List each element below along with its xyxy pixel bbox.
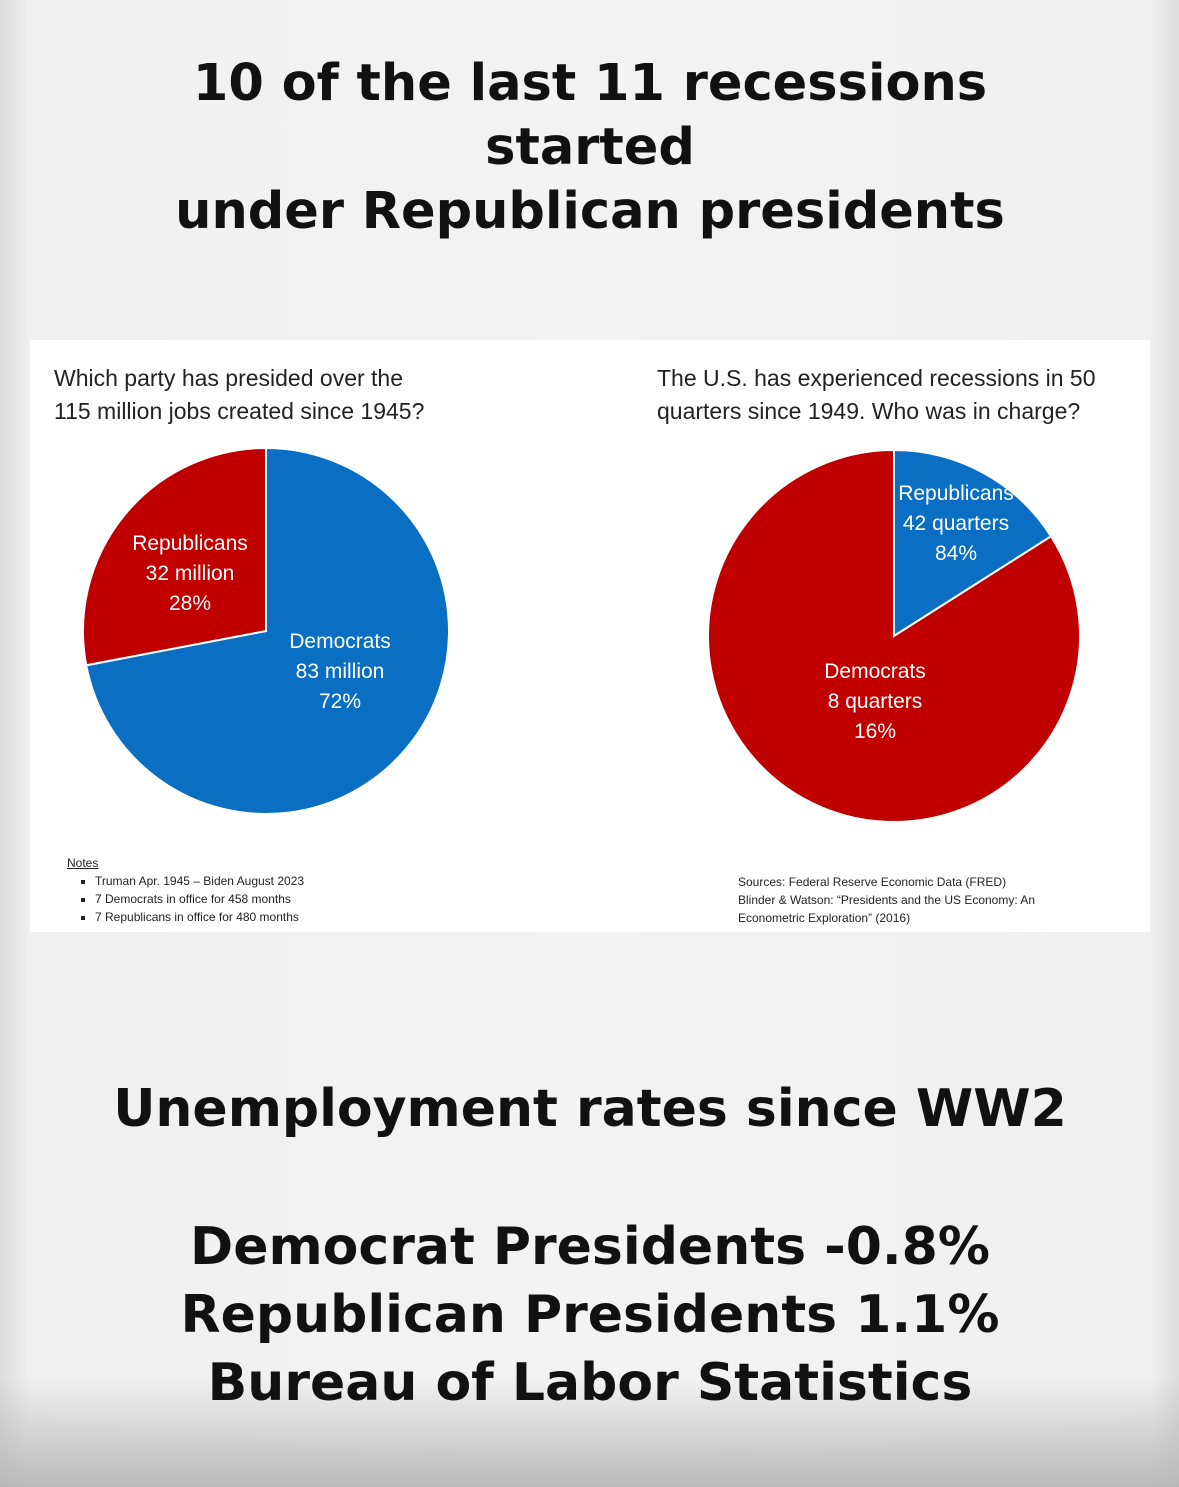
democrat-rate: Democrat Presidents -0.8% bbox=[190, 1217, 990, 1277]
pie-1-label-democrats-0: Democrats bbox=[824, 660, 926, 683]
pie-0-label-democrats-2: 72% bbox=[319, 690, 361, 713]
pie-0-label-democrats-0: Democrats bbox=[289, 630, 391, 653]
sources-line-2: Blinder & Watson: “Presidents and the US… bbox=[738, 893, 1036, 907]
charts-panel: Which party has presided over the 115 mi… bbox=[30, 340, 1150, 932]
notes-item: 7 Democrats in office for 458 months bbox=[95, 890, 304, 908]
notes-list: Truman Apr. 1945 – Biden August 2023 7 D… bbox=[67, 872, 304, 926]
unemployment-title: Unemployment rates since WW2 bbox=[113, 1079, 1067, 1139]
pie-1-label-republicans-0: Republicans bbox=[898, 482, 1014, 505]
sources-line-1: Sources: Federal Reserve Economic Data (… bbox=[738, 875, 1007, 889]
headline-line-2: under Republican presidents bbox=[175, 182, 1005, 241]
pie-0-label-republicans-2: 28% bbox=[169, 592, 211, 615]
pie-1-label-democrats-1: 8 quarters bbox=[828, 690, 923, 713]
recession-chart-title-line-1: The U.S. has experienced recessions in 5… bbox=[657, 365, 1096, 391]
pie-1-label-republicans-1: 42 quarters bbox=[903, 512, 1009, 535]
sources-line-3: Econometric Exploration” (2016) bbox=[738, 911, 911, 925]
recession-chart-title: The U.S. has experienced recessions in 5… bbox=[657, 362, 1147, 428]
jobs-chart-title-line-2: 115 million jobs created since 1945? bbox=[54, 398, 425, 424]
pie-0-slice-democrats bbox=[85, 446, 450, 815]
jobs-chart-title: Which party has presided over the 115 mi… bbox=[54, 362, 534, 428]
notes-title: Notes bbox=[67, 856, 99, 870]
pie-charts: Democrats 83 million 72% Republicans 32 mill… bbox=[82, 446, 1081, 823]
notes-item: 7 Republicans in office for 480 months bbox=[95, 908, 304, 926]
headline-line-1: 10 of the last 11 recessions started bbox=[192, 54, 988, 177]
pie-1-label-democrats-2: 16% bbox=[854, 720, 896, 743]
background-fade bbox=[0, 1377, 1179, 1487]
notes-item: Truman Apr. 1945 – Biden August 2023 bbox=[95, 872, 304, 890]
recession-chart-title-line-2: quarters since 1949. Who was in charge? bbox=[657, 398, 1081, 424]
pie-0-label-republicans-0: Republicans bbox=[132, 532, 248, 555]
pie-1-slice-democrats bbox=[893, 448, 1053, 638]
unemployment-stats: Democrat Presidents -0.8% Republican Pre… bbox=[60, 1213, 1120, 1417]
headline: 10 of the last 11 recessions started und… bbox=[100, 52, 1080, 244]
pie-0-slice-republicans bbox=[82, 446, 267, 667]
bls-source: Bureau of Labor Statistics bbox=[207, 1353, 973, 1413]
sources: Sources: Federal Reserve Economic Data (… bbox=[738, 873, 1098, 927]
pie-0-label-democrats-1: 83 million bbox=[296, 660, 385, 683]
jobs-chart-title-line-1: Which party has presided over the bbox=[54, 365, 404, 391]
republican-rate: Republican Presidents 1.1% bbox=[180, 1285, 1000, 1345]
pie-1-slice-republicans bbox=[706, 448, 1081, 823]
pie-0-label-republicans-1: 32 million bbox=[146, 562, 235, 585]
notes: Notes Truman Apr. 1945 – Biden August 20… bbox=[67, 854, 304, 926]
pie-1-label-republicans-2: 84% bbox=[935, 542, 977, 565]
